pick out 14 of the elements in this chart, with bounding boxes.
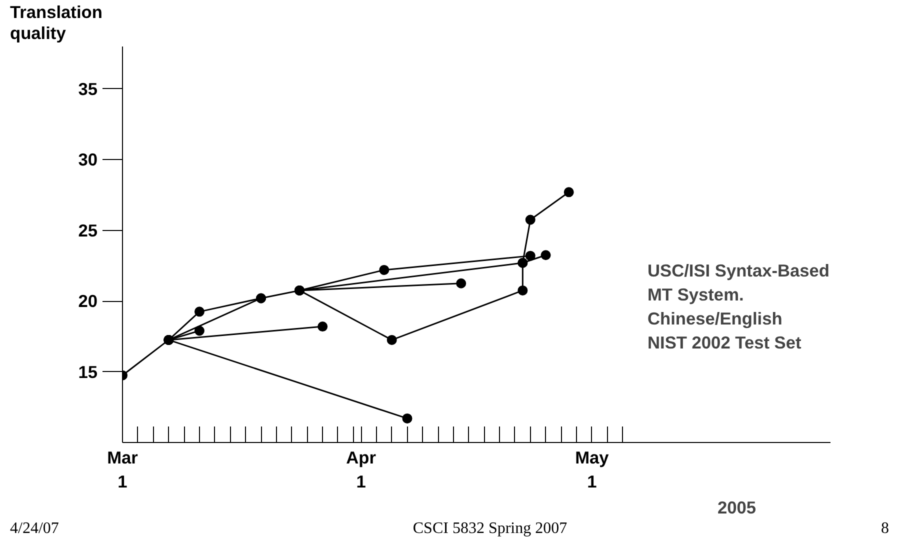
x-tick-label: May 1 xyxy=(575,448,610,492)
y-tick-label: 25 xyxy=(78,220,98,240)
y-tick-label: 20 xyxy=(78,291,98,312)
annotation: USC/ISI Syntax-Based MT System. Chinese/English NIST 2002 Test Set xyxy=(648,260,830,352)
y-tick-label: 30 xyxy=(78,150,98,170)
y-axis-title: Translation quality xyxy=(10,2,104,44)
text: 4/24/07 xyxy=(10,519,60,539)
y-tick-label: 15 xyxy=(78,362,98,382)
text: 2005 xyxy=(718,498,756,518)
x-tick-label: Apr 1 xyxy=(346,448,376,492)
y-tick-label: 35 xyxy=(78,78,98,99)
text: CSCI 5832 Spring 2007 xyxy=(412,519,568,539)
text: 8 xyxy=(880,519,889,539)
x-tick-label: Mar 1 xyxy=(107,448,138,492)
